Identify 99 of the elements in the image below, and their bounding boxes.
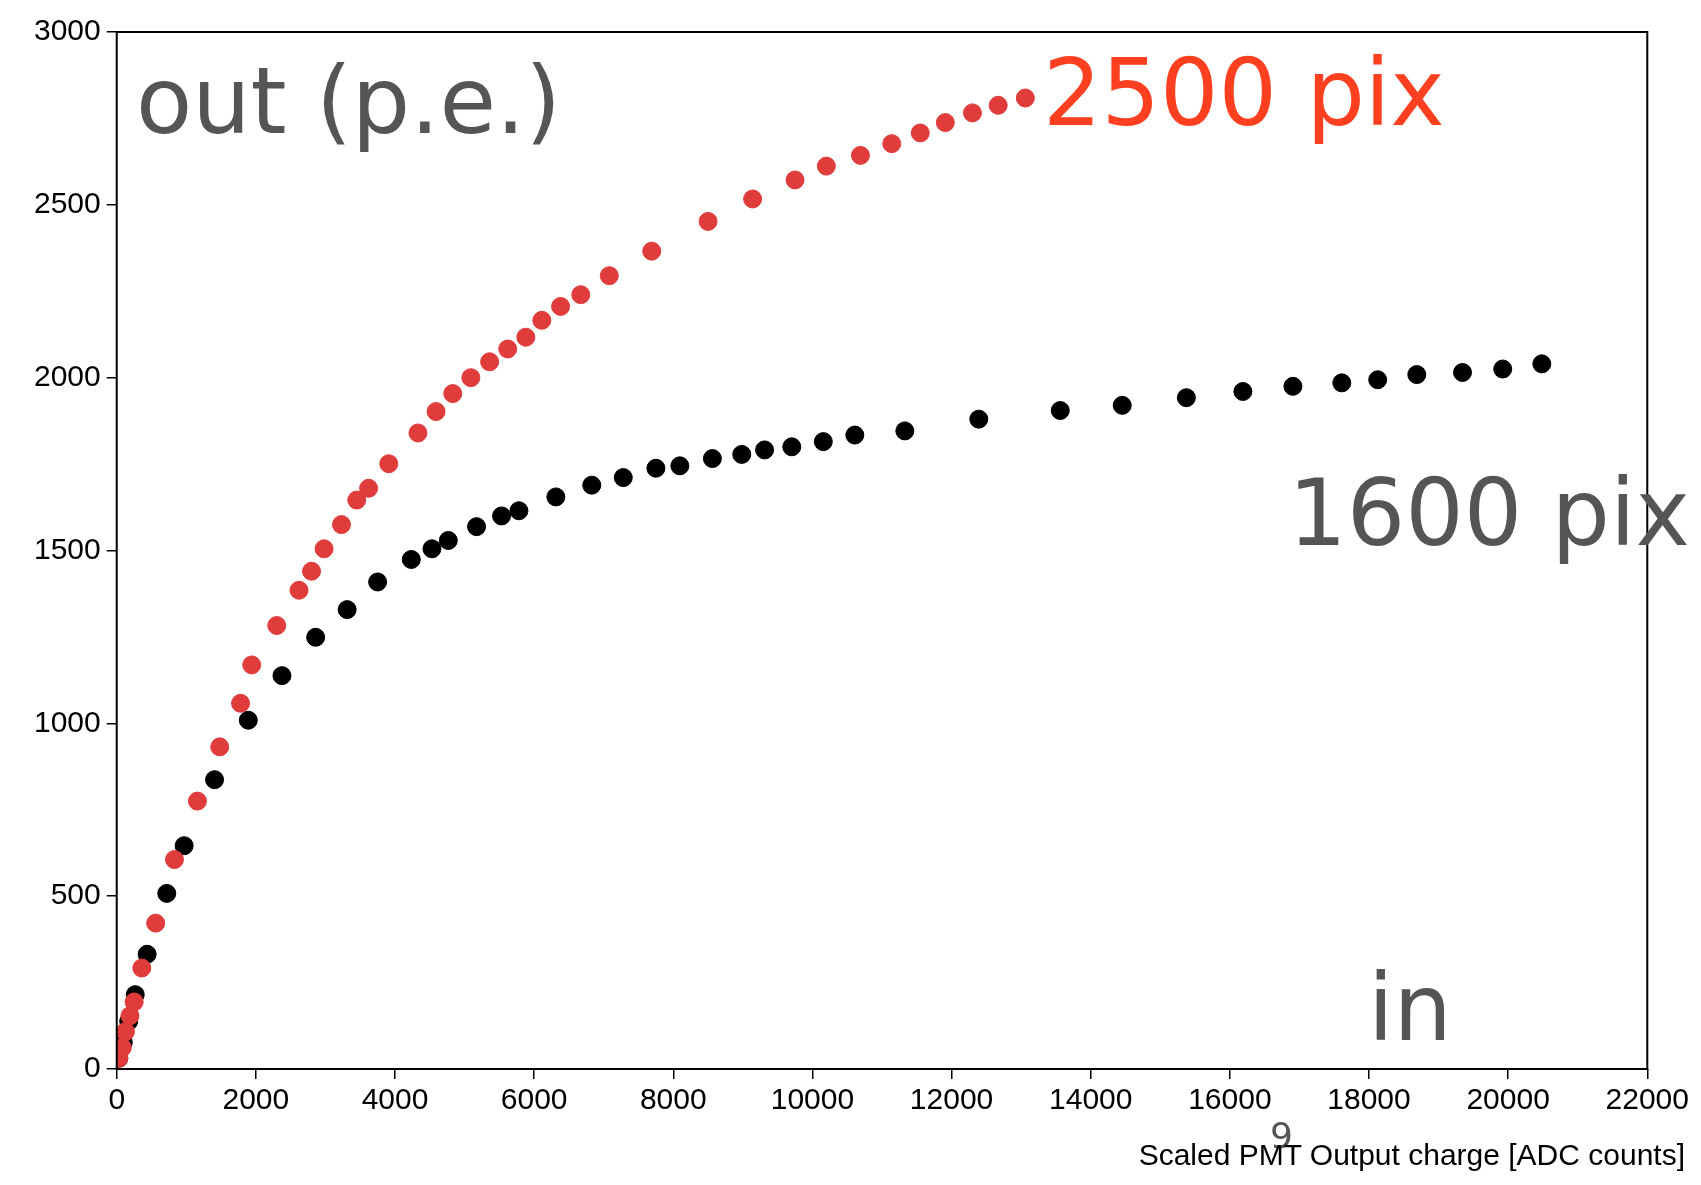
y-tick-label: 2500 — [33, 186, 101, 220]
point — [516, 327, 536, 347]
point — [379, 454, 399, 474]
point — [210, 737, 230, 757]
point — [551, 296, 571, 316]
point — [331, 515, 351, 535]
x-tick-label: 14000 — [1049, 1082, 1133, 1116]
point — [582, 475, 602, 495]
point — [1176, 388, 1196, 408]
point — [1283, 376, 1303, 396]
x-tick-label: 12000 — [909, 1082, 994, 1116]
point — [1233, 381, 1253, 401]
point — [289, 580, 309, 600]
point — [845, 425, 865, 445]
x-tick-label: 20000 — [1466, 1082, 1550, 1116]
point — [231, 693, 251, 713]
point — [174, 836, 194, 856]
series-label: 2500 pix — [1043, 40, 1445, 147]
point — [422, 539, 442, 559]
point — [359, 478, 379, 498]
y-tick-label: 3000 — [33, 13, 101, 47]
x-tick-label: 16000 — [1188, 1082, 1272, 1116]
y-tick-label: 1500 — [33, 531, 101, 565]
point — [670, 456, 690, 476]
point — [242, 655, 262, 675]
point — [438, 530, 458, 550]
point — [732, 444, 752, 464]
point — [882, 134, 902, 154]
y-tick-label: 0 — [84, 1050, 101, 1084]
point — [1407, 365, 1427, 385]
point — [401, 549, 421, 569]
point — [337, 600, 357, 620]
point — [368, 572, 388, 592]
point — [408, 423, 428, 443]
point — [443, 384, 463, 404]
point — [895, 421, 915, 441]
x-tick-label: 6000 — [500, 1082, 568, 1116]
point — [546, 487, 566, 507]
x-tick-label: 4000 — [361, 1082, 429, 1116]
point — [969, 409, 989, 429]
point — [205, 770, 225, 790]
point — [782, 437, 802, 457]
point — [157, 883, 177, 903]
point — [132, 958, 152, 978]
point — [467, 517, 487, 537]
point — [698, 211, 718, 231]
point — [571, 285, 591, 305]
point — [599, 266, 619, 286]
point — [816, 156, 836, 176]
point — [480, 352, 500, 372]
point — [785, 170, 805, 190]
point — [238, 710, 258, 730]
point — [498, 339, 518, 359]
point — [910, 123, 930, 143]
x-tick-label: 18000 — [1327, 1082, 1411, 1116]
point — [1112, 395, 1132, 415]
point — [962, 103, 982, 123]
point — [306, 627, 326, 647]
point — [146, 913, 166, 933]
point — [1493, 359, 1513, 379]
point — [1332, 373, 1352, 393]
point — [702, 449, 722, 469]
point — [988, 95, 1008, 115]
point — [302, 561, 322, 581]
x-tick-label: 22000 — [1605, 1082, 1690, 1116]
point — [272, 666, 292, 686]
point — [426, 402, 446, 422]
x-tick-label: 8000 — [639, 1082, 707, 1116]
y-tick-label: 2000 — [33, 358, 101, 392]
point — [187, 791, 207, 811]
point — [850, 145, 870, 165]
point — [314, 539, 334, 559]
point — [1532, 354, 1552, 374]
point — [1453, 362, 1473, 382]
x-tick-label: 10000 — [770, 1082, 855, 1116]
point — [1368, 370, 1388, 390]
point — [492, 506, 512, 526]
point — [755, 440, 775, 460]
point — [347, 490, 367, 510]
point — [646, 458, 666, 478]
x-tick-label: 2000 — [222, 1082, 290, 1116]
point — [509, 501, 529, 521]
x-tick-label: 0 — [108, 1082, 126, 1116]
point — [613, 468, 633, 488]
point — [935, 113, 955, 133]
point — [813, 432, 833, 452]
point — [1050, 401, 1070, 421]
point — [642, 241, 662, 261]
point — [461, 368, 481, 388]
point — [164, 850, 184, 870]
y-axis-title: out (p.e.) — [136, 48, 562, 155]
point — [267, 616, 287, 636]
y-tick-label: 1000 — [33, 704, 101, 738]
point — [124, 992, 144, 1012]
y-tick-label: 500 — [50, 877, 101, 911]
point — [532, 310, 552, 330]
annotation: in — [1368, 955, 1452, 1062]
point — [743, 189, 763, 209]
point — [1015, 88, 1035, 108]
